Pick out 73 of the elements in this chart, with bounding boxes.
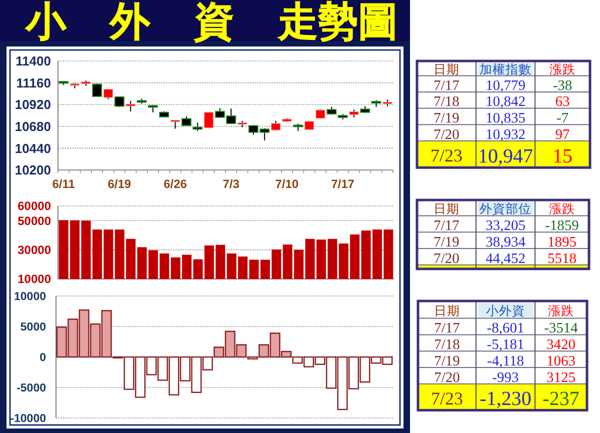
y-tick-label: 50000	[18, 214, 52, 228]
text: -1,230	[480, 388, 532, 410]
text: 10,932	[486, 126, 526, 143]
x-tick-label: 7/10	[275, 177, 299, 191]
category-label: 漲跌	[548, 303, 574, 318]
text: 97	[555, 126, 570, 143]
y-tick-label: -5000	[16, 382, 46, 395]
y-tick-label: 10680	[14, 118, 51, 134]
category-label: 7/17	[434, 218, 460, 234]
text: -7	[556, 110, 569, 127]
text: 1895	[548, 234, 576, 250]
y-tick-label: 11160	[16, 75, 51, 90]
category-label: 日期	[434, 201, 460, 216]
candlestick	[181, 116, 192, 126]
category-label: 7/23	[430, 388, 464, 408]
y-tick-label: 10440	[14, 140, 51, 156]
category-label: 日期	[434, 303, 460, 318]
y-tick-label: 11400	[16, 54, 51, 69]
category-label: 7/19	[434, 110, 460, 127]
y-tick-label: -10000	[10, 413, 46, 426]
y-tick-label: 60000	[18, 199, 52, 214]
x-tick-label: 6/19	[108, 177, 132, 191]
category-label: 小外資	[486, 303, 525, 318]
text: 3125	[546, 370, 576, 386]
category-label: 7/20	[434, 126, 460, 143]
category-label: 漲跌	[549, 201, 575, 216]
text: -3514	[544, 320, 578, 337]
text: 15	[552, 145, 572, 168]
category-label: 漲跌	[550, 62, 576, 77]
category-label: 7/20	[434, 370, 460, 386]
text: -237	[542, 388, 580, 410]
text: 63	[555, 94, 570, 110]
text: 3420	[546, 336, 576, 353]
category-label: 7/18	[434, 94, 460, 110]
category-label: 7/17	[434, 320, 460, 337]
text: 38,934	[486, 234, 526, 250]
text: -993	[492, 370, 519, 386]
text: -38	[552, 78, 572, 94]
y-tick-label: 5000	[20, 322, 46, 334]
text: 10,835	[486, 110, 526, 127]
x-tick-label: 6/26	[164, 177, 188, 191]
x-tick-label: 7/3	[222, 177, 240, 191]
text: 33,205	[486, 218, 526, 234]
category-label: 7/18	[434, 336, 460, 353]
text: 10,947	[478, 145, 533, 168]
text: 10,779	[486, 78, 526, 94]
text: -5,181	[486, 336, 524, 353]
text: 5518	[548, 250, 576, 267]
text: -8,601	[486, 320, 524, 337]
text: -4,118	[487, 353, 524, 370]
category-label: 7/20	[434, 250, 460, 267]
x-tick-label: 6/11	[52, 177, 76, 191]
candlestick	[114, 96, 124, 108]
candlestick	[92, 83, 102, 97]
category-label: 加權指數	[480, 62, 532, 77]
text: 44,452	[486, 250, 526, 267]
text: 10,842	[486, 94, 526, 110]
category-label: 7/23	[430, 146, 463, 166]
y-tick-label: 10000	[18, 272, 52, 286]
category-label: 7/17	[434, 78, 460, 94]
chart-title: 小 外 資 走勢圖	[25, 0, 398, 45]
y-tick-label: 30000	[18, 243, 52, 257]
y-tick-label: 0	[40, 352, 46, 364]
text: 1063	[546, 353, 576, 370]
category-label: 7/19	[434, 353, 460, 370]
y-tick-label: 10000	[14, 291, 46, 304]
x-tick-label: 7/17	[331, 177, 355, 191]
text: -1859	[545, 218, 579, 234]
category-label: 7/19	[434, 234, 460, 250]
y-tick-label: 10920	[14, 97, 51, 112]
category-label: 日期	[434, 62, 460, 77]
category-label: 外資部位	[480, 201, 532, 216]
y-tick-label: 10200	[14, 162, 51, 178]
